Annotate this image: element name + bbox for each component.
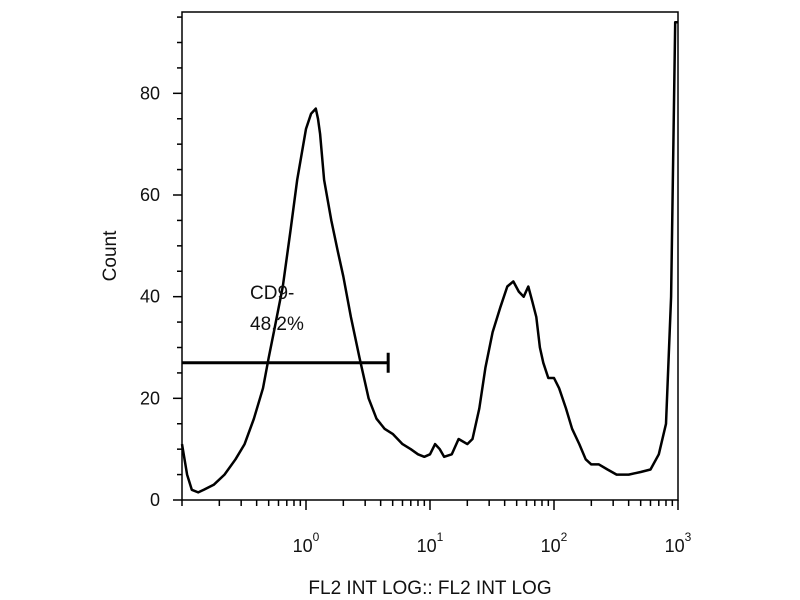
y-axis-ticks: 0 20 40 60 80 bbox=[140, 16, 182, 510]
gate: CD9- 48,2% bbox=[182, 283, 390, 373]
y-tick-label: 80 bbox=[140, 83, 160, 103]
x-axis-title: FL2 INT LOG:: FL2 INT LOG bbox=[308, 578, 551, 599]
x-tick-label: 103 bbox=[665, 530, 692, 556]
y-axis-title: Count bbox=[100, 230, 121, 281]
x-tick-label: 102 bbox=[541, 530, 568, 556]
gate-label-percent: 48,2% bbox=[250, 314, 304, 335]
histogram-line bbox=[180, 20, 679, 494]
y-tick-label: 20 bbox=[140, 388, 160, 408]
plot-frame bbox=[181, 11, 679, 501]
x-tick-label: 100 bbox=[293, 530, 320, 556]
x-tick-label: 101 bbox=[417, 530, 444, 556]
y-tick-label: 40 bbox=[140, 287, 160, 307]
x-axis-ticks: 100 101 102 103 bbox=[181, 500, 692, 556]
gate-label-name: CD9- bbox=[250, 283, 294, 304]
y-tick-label: 60 bbox=[140, 185, 160, 205]
y-tick-label: 0 bbox=[150, 490, 160, 510]
